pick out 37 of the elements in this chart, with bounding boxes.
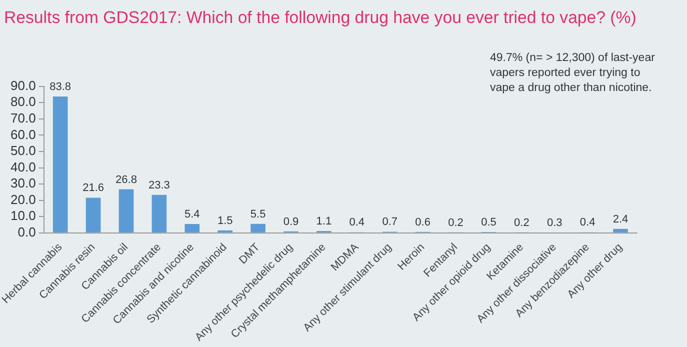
data-label: 0.4 <box>349 216 365 229</box>
y-tick-label: 40.0 <box>10 159 36 174</box>
data-label: 0.7 <box>382 216 398 228</box>
data-label: 0.2 <box>448 217 464 230</box>
data-label: 0.4 <box>580 216 596 229</box>
data-label: 0.3 <box>546 216 562 229</box>
data-label: 0.5 <box>481 216 496 229</box>
annotation: 49.7% (n= > 12,300) of last-year vapers reported ever trying to vape a drug other than nicotine. <box>490 52 656 94</box>
y-tick-label: 20.0 <box>10 192 36 207</box>
bar <box>613 228 628 232</box>
data-label: 0.2 <box>514 217 530 230</box>
y-tick-label: 50.0 <box>10 143 36 158</box>
bar <box>52 96 68 232</box>
bar <box>86 198 101 232</box>
y-tick-label: 0.0 <box>18 224 36 240</box>
y-tick-label: 80.0 <box>10 94 36 110</box>
data-label: 1.5 <box>217 214 233 227</box>
data-label: 0.6 <box>415 216 430 228</box>
y-tick-label: 90.0 <box>10 78 36 93</box>
bar <box>250 224 266 232</box>
chart-title: Results from GDS2017: Which of the following drug have you ever tried to vape? (%) <box>4 8 636 27</box>
y-tick-label: 60.0 <box>10 126 36 142</box>
data-label: 0.9 <box>283 216 299 228</box>
data-label: 26.8 <box>116 174 137 186</box>
y-tick-label: 30.0 <box>10 176 36 191</box>
data-label: 5.4 <box>184 208 200 221</box>
data-label: 23.3 <box>148 179 170 192</box>
data-label: 21.6 <box>82 182 104 194</box>
y-tick-label: 70.0 <box>10 110 36 126</box>
data-label: 5.5 <box>250 208 266 220</box>
data-label: 1.1 <box>316 216 332 228</box>
bar <box>184 224 200 232</box>
data-label: 83.8 <box>50 81 72 94</box>
bar <box>118 189 134 232</box>
bar <box>152 194 167 232</box>
data-label: 2.4 <box>612 213 628 226</box>
y-tick-label: 10.0 <box>10 208 36 224</box>
